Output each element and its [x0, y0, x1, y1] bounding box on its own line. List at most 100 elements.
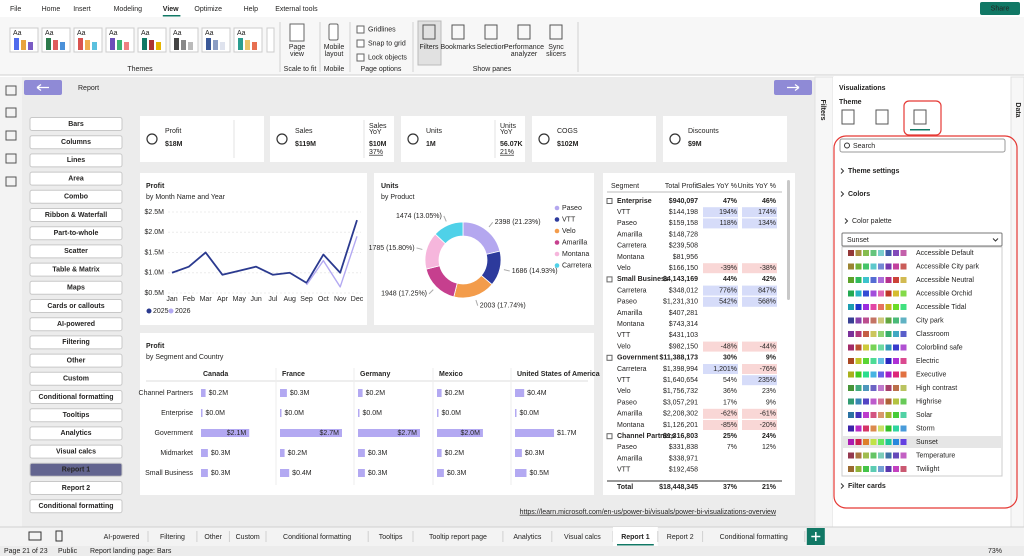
nav-button[interactable] [29, 189, 123, 204]
ribbon-tab[interactable]: Help [244, 6, 259, 13]
nav-button[interactable] [29, 408, 123, 423]
nav-button[interactable] [29, 444, 123, 459]
palette-option[interactable]: Accessible Default [916, 250, 974, 257]
x-tick-label: Mar [200, 296, 213, 303]
share-button[interactable] [980, 2, 1020, 15]
rail-icon[interactable] [5, 176, 17, 187]
ribbon-tab[interactable]: File [10, 6, 21, 13]
ribbon-tab[interactable]: Optimize [194, 6, 222, 13]
palette-option[interactable]: Executive [916, 371, 946, 378]
data-pane-label[interactable]: Data [1014, 102, 1021, 117]
filters-pane-label[interactable]: Filters [819, 99, 826, 120]
nav-button[interactable] [29, 280, 123, 295]
palette-dropdown[interactable] [841, 232, 1003, 247]
data-label: $0.5M [529, 470, 549, 477]
collapse-toggle[interactable] [606, 433, 613, 440]
page-tab[interactable]: Conditional formatting [720, 534, 788, 541]
subsection-header[interactable]: Color palette [852, 218, 892, 225]
palette-option[interactable]: Sunset [916, 439, 938, 446]
nav-button[interactable] [29, 390, 123, 404]
section-header[interactable]: Theme settings [848, 168, 899, 175]
link[interactable]: https://learn.microsoft.com/en-us/power-… [520, 509, 777, 516]
nav-button[interactable] [29, 462, 123, 477]
collapse-toggle[interactable] [606, 354, 613, 361]
page-tab[interactable]: Tooltips [379, 534, 403, 541]
tab-underline [162, 15, 181, 17]
checkbox[interactable] [356, 53, 365, 62]
page-tab[interactable]: Analytics [513, 534, 542, 541]
pane-button[interactable]: Sync slicers [546, 44, 566, 58]
nav-button[interactable] [29, 353, 123, 368]
rail-icon[interactable] [5, 153, 17, 164]
rail-icon[interactable] [5, 130, 17, 141]
page-tab[interactable]: Other [204, 534, 222, 541]
palette-option[interactable]: Solar [916, 412, 933, 419]
page-tab[interactable]: AI-powered [104, 534, 140, 541]
page-tab[interactable]: Visual calcs [564, 534, 601, 541]
nav-button[interactable] [29, 426, 123, 441]
page-tab[interactable]: Report 2 [667, 534, 694, 541]
palette-option[interactable]: Highrise [916, 398, 942, 405]
ribbon-tab[interactable]: External tools [275, 6, 318, 13]
page-tab[interactable]: Tooltip report page [429, 534, 487, 541]
nav-button[interactable] [29, 335, 123, 350]
palette-option[interactable]: Accessible Neutral [916, 277, 974, 284]
format-icon[interactable] [841, 109, 855, 125]
theme-icon[interactable] [913, 109, 927, 125]
palette-option[interactable]: City park [916, 317, 944, 324]
palette-option[interactable]: High contrast [916, 385, 957, 392]
palette-option[interactable]: Accessible Orchid [916, 290, 972, 297]
palette-option[interactable]: Accessible Tidal [916, 304, 967, 311]
palette-option[interactable]: Twilight [916, 466, 939, 473]
nav-button[interactable] [29, 262, 123, 277]
checkbox[interactable] [356, 39, 365, 48]
nav-button[interactable] [29, 371, 123, 386]
palette-option[interactable]: Electric [916, 358, 939, 365]
build-icon[interactable] [875, 109, 889, 125]
desktop-view-icon[interactable] [28, 531, 42, 541]
nav-button[interactable] [29, 317, 123, 332]
collapse-toggle[interactable] [606, 276, 613, 283]
pane-button[interactable]: Bookmarks [440, 44, 476, 51]
table-cell: -48% [721, 343, 737, 350]
nav-button[interactable] [29, 117, 123, 131]
ribbon-tab[interactable]: Home [42, 6, 61, 13]
ribbon-tab[interactable]: Modeling [114, 6, 143, 13]
nav-button[interactable] [29, 244, 123, 259]
nav-button[interactable] [29, 208, 123, 222]
pane-button[interactable]: Performance analyzer [504, 44, 544, 58]
palette-swatch [878, 385, 884, 391]
palette-swatch [870, 263, 877, 270]
ribbon-tab[interactable]: Insert [73, 6, 91, 13]
ribbon-button[interactable]: Page view [289, 44, 305, 58]
nav-button[interactable] [29, 481, 123, 495]
nav-button[interactable] [29, 135, 123, 150]
palette-option[interactable]: Classroom [916, 331, 950, 338]
section-header[interactable]: Filter cards [848, 483, 886, 490]
palette-option[interactable]: Colorblind safe [916, 344, 963, 351]
palette-option[interactable]: Storm [916, 425, 935, 432]
ribbon-tab[interactable]: View [163, 6, 179, 13]
collapse-toggle[interactable] [606, 198, 613, 204]
page-tab[interactable]: Filtering [160, 534, 185, 541]
nav-button[interactable] [29, 153, 123, 168]
pane-button[interactable]: Filters [419, 44, 439, 51]
ribbon-button[interactable]: Mobile layout [324, 44, 345, 58]
search-box[interactable] [839, 138, 1006, 153]
page-tab[interactable]: Custom [236, 534, 260, 541]
page-tab[interactable]: Report 1 [621, 534, 650, 541]
pane-button[interactable]: Selection [477, 44, 506, 51]
palette-option[interactable]: Accessible City park [916, 263, 980, 270]
page-tab[interactable]: Conditional formatting [283, 534, 351, 541]
rail-icon[interactable] [5, 107, 17, 118]
palette-option[interactable]: Temperature [916, 452, 955, 459]
themes-more[interactable] [266, 27, 275, 53]
checkbox[interactable] [356, 25, 365, 34]
mobile-view-icon[interactable] [55, 530, 63, 542]
section-header[interactable]: Colors [848, 191, 870, 198]
nav-button[interactable] [29, 226, 123, 241]
nav-button[interactable] [29, 499, 123, 514]
rail-icon[interactable] [5, 85, 17, 96]
nav-button[interactable] [29, 299, 123, 313]
nav-button[interactable] [29, 171, 123, 186]
